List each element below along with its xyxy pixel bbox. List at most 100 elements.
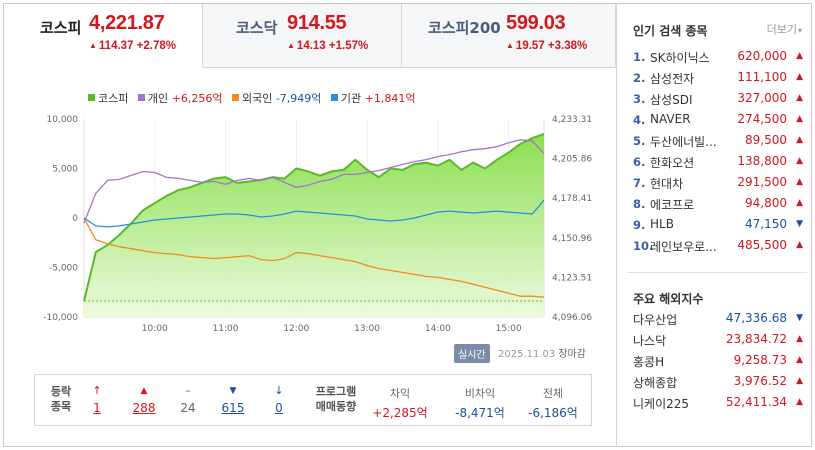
stock-price: 274,500 (737, 112, 787, 126)
x-tick-label: 10:00 (142, 324, 168, 334)
left-tick-label: 10,000 (47, 115, 79, 125)
rank-number: 9. (633, 218, 646, 232)
program-total: 전체 -6,186억 (528, 387, 578, 420)
popular-item[interactable]: 6. 한화오션 138,800 ▲ (633, 152, 803, 173)
popular-item[interactable]: 10. 레인보우로... 485,500 ▲ (633, 236, 803, 257)
rank-number: 4. (633, 113, 646, 127)
breadth-unchanged[interactable]: –24 (175, 383, 201, 415)
program-non-arbitrage: 비차익 -8,471억 (455, 387, 505, 420)
down-triangle-icon: ▼ (796, 219, 803, 229)
stock-price: 138,800 (737, 154, 787, 168)
breadth-rise[interactable]: ▲ 288 (129, 383, 159, 415)
tab-kosdaq[interactable]: 코스닥 914.55 ▲ 14.13 +1.57% (203, 4, 402, 68)
popular-item[interactable]: 2. 삼성전자 111,100 ▲ (633, 68, 803, 89)
legend-institution[interactable]: 기관 +1,841억 (330, 90, 416, 106)
rank-number: 7. (633, 176, 646, 190)
intraday-chart[interactable]: 10,000 5,000 0 -5,000 -10,000 4,233.31 4,205.8… (4, 109, 616, 349)
up-triangle-icon: ▲ (796, 376, 803, 386)
stock-price: 485,500 (737, 238, 787, 252)
up-triangle-icon: ▲ (796, 51, 803, 61)
breadth-fall[interactable]: ▼ 615 (218, 383, 248, 415)
up-triangle-icon: ▲ (796, 135, 803, 145)
fall-triangle-icon: ▼ (229, 386, 237, 396)
chart-date: 2025.11.03 장마감 (498, 349, 586, 360)
world-index-item[interactable]: 나스닥 23,834.72 ▲ (633, 330, 803, 351)
rank-number: 2. (633, 71, 646, 85)
tab-kospi-value: 4,221.87 (89, 12, 165, 34)
popular-item[interactable]: 8. 에코프로 94,800 ▲ (633, 194, 803, 215)
realtime-badge[interactable]: 실시간 (454, 344, 490, 363)
upper-limit-arrow-icon: ↑ (92, 384, 102, 397)
index-name: 니케이225 (633, 397, 690, 411)
stock-name: 현대차 (650, 177, 684, 191)
x-tick-label: 14:00 (425, 324, 451, 334)
series-line-3 (83, 199, 545, 228)
popular-item[interactable]: 4. NAVER 274,500 ▲ (633, 110, 803, 131)
world-index-item[interactable]: 상해종합 3,976.52 ▲ (633, 372, 803, 393)
index-price: 3,976.52 (733, 374, 787, 388)
down-triangle-icon: ▼ (796, 313, 803, 323)
stock-name: 레인보우로... (650, 240, 717, 254)
legend-swatch (330, 94, 338, 101)
stock-price: 47,150 (745, 217, 787, 231)
stock-name: SK하이닉스 (650, 51, 710, 65)
rise-triangle-icon: ▲ (140, 386, 148, 396)
legend-kospi[interactable]: 코스피 (88, 90, 128, 106)
up-triangle-icon: ▲ (796, 240, 803, 250)
rank-number: 1. (633, 50, 646, 64)
breadth-label: 등락 종목 (50, 385, 72, 413)
breadth-lower-limit[interactable]: ↓ 0 (267, 383, 291, 415)
index-price: 23,834.72 (725, 332, 787, 346)
popular-item[interactable]: 1. SK하이닉스 620,000 ▲ (633, 47, 803, 68)
stock-price: 89,500 (745, 133, 787, 147)
stock-name: NAVER (650, 112, 691, 126)
index-name: 다우산업 (633, 313, 678, 327)
program-trading-label: 프로그램 매매동향 (315, 385, 357, 413)
up-triangle-icon: ▲ (796, 397, 803, 407)
up-triangle-icon: ▲ (796, 93, 803, 103)
tab-kosdaq-name: 코스닥 (236, 19, 278, 37)
tab-kosdaq-value: 914.55 (287, 12, 347, 34)
legend-foreign[interactable]: 외국인 -7,949억 (231, 90, 321, 106)
popular-item[interactable]: 9. HLB 47,150 ▼ (633, 215, 803, 236)
index-name: 나스닥 (633, 334, 667, 348)
up-triangle-icon: ▲ (89, 41, 97, 50)
rank-number: 3. (633, 92, 646, 106)
popular-title: 인기 검색 종목 (633, 24, 708, 38)
breadth-upper-limit[interactable]: ↑ 1 (85, 383, 109, 415)
stock-name: HLB (650, 217, 674, 231)
series-line-1 (83, 139, 545, 224)
more-link[interactable]: 더보기▾ (766, 23, 802, 36)
tab-kospi[interactable]: 코스피 4,221.87 ▲ 114.37 +2.78% (4, 4, 203, 68)
market-widget: 코스피 4,221.87 ▲ 114.37 +2.78% 코스닥 914.55 ▲… (3, 3, 812, 447)
up-triangle-icon: ▲ (796, 334, 803, 344)
popular-item[interactable]: 3. 삼성SDI 327,000 ▲ (633, 89, 803, 110)
world-index-item[interactable]: 다우산업 47,336.68 ▼ (633, 309, 803, 330)
market-breadth-box: 등락 종목 ↑ 1 ▲ 288 –24 ▼ 615 ↓ 0 프로그램 매매동향 차익 +2,2… (34, 374, 592, 426)
legend-individual[interactable]: 개인 +6,256억 (137, 90, 222, 106)
rank-number: 10. (633, 239, 654, 253)
tab-kospi200-name: 코스피200 (428, 19, 501, 37)
right-tick-label: 4,123.51 (552, 273, 592, 283)
rank-number: 8. (633, 197, 646, 211)
tab-kospi200[interactable]: 코스피200 599.03 ▲ 19.57 +3.38% (402, 4, 616, 68)
chevron-down-icon: ▾ (797, 26, 802, 35)
right-panel: 인기 검색 종목 더보기▾ 1. SK하이닉스 620,000 ▲ 2. 삼성전자… (616, 4, 812, 447)
series-line-0 (83, 132, 545, 302)
up-triangle-icon: ▲ (506, 41, 514, 50)
tab-kospi200-change: ▲ 19.57 +3.38% (506, 40, 588, 52)
x-tick-label: 13:00 (354, 324, 380, 334)
world-index-item[interactable]: 홍콩H 9,258.73 ▲ (633, 351, 803, 372)
series-line-2 (83, 217, 545, 298)
popular-item[interactable]: 5. 두산에너빌... 89,500 ▲ (633, 131, 803, 152)
left-tick-label: -10,000 (43, 313, 78, 323)
world-index-item[interactable]: 니케이225 52,411.34 ▲ (633, 393, 803, 414)
legend-swatch (137, 94, 145, 101)
rank-number: 5. (633, 134, 646, 148)
up-triangle-icon: ▲ (796, 114, 803, 124)
up-triangle-icon: ▲ (796, 177, 803, 187)
right-tick-label: 4,178.41 (552, 194, 592, 204)
popular-item[interactable]: 7. 현대차 291,500 ▲ (633, 173, 803, 194)
up-triangle-icon: ▲ (796, 72, 803, 82)
stock-name: 두산에너빌... (650, 135, 717, 149)
